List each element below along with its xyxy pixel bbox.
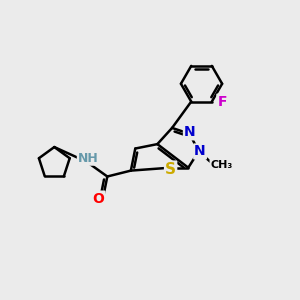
Text: F: F [218, 94, 227, 109]
Text: N: N [184, 125, 196, 139]
Text: N: N [194, 145, 206, 158]
Text: O: O [92, 192, 104, 206]
Text: S: S [165, 162, 176, 177]
Text: NH: NH [78, 152, 98, 165]
Text: CH₃: CH₃ [210, 160, 233, 170]
